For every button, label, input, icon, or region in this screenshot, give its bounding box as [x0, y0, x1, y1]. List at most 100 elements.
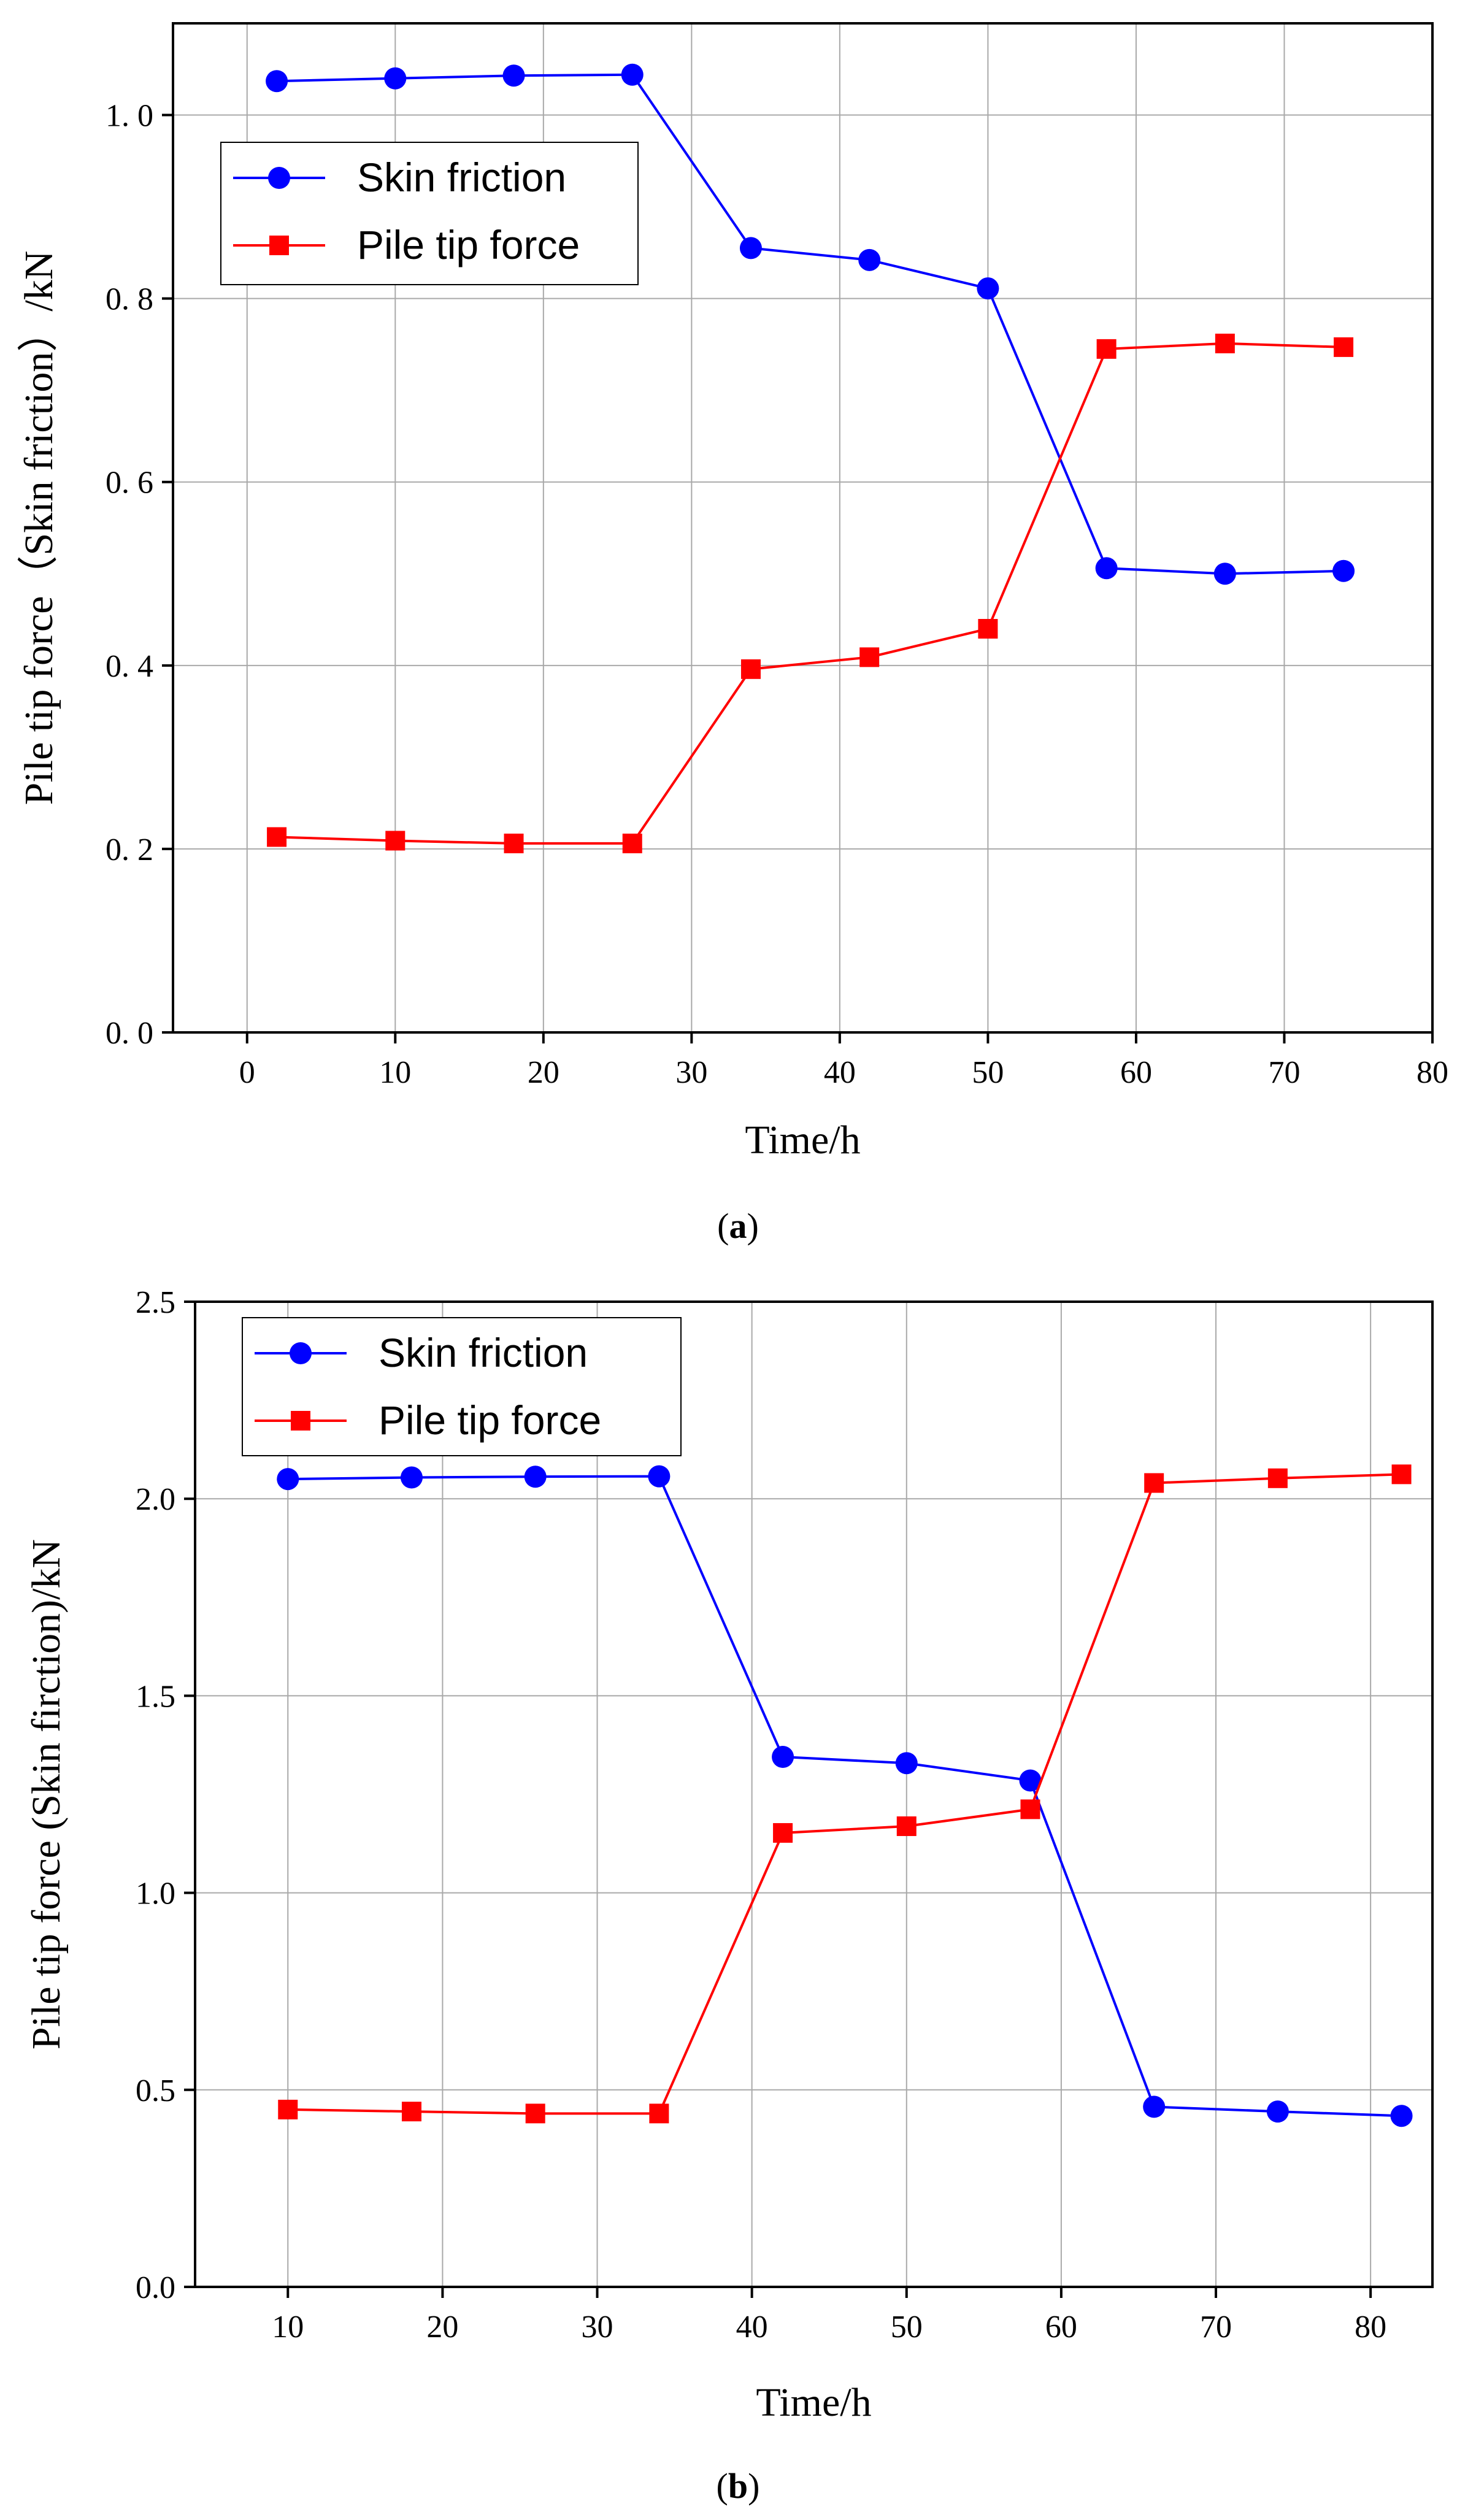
x-tick-label: 60	[1045, 2310, 1077, 2345]
legend-label: Skin friction	[357, 155, 566, 200]
pile-tip-force-point	[401, 2102, 421, 2122]
caption-letter: a	[729, 1206, 747, 1246]
pile-tip-force-point	[1144, 1473, 1164, 1493]
x-tick-label: 20	[528, 1055, 559, 1090]
pile-tip-force-point	[278, 2099, 298, 2119]
skin-friction-point	[524, 1466, 547, 1488]
skin-friction-point	[384, 67, 407, 90]
pile-tip-force-point	[504, 833, 524, 853]
series-line-pile-tip-force	[288, 1473, 1402, 2115]
skin-friction-point	[1143, 2096, 1166, 2118]
pile-tip-force-point	[1267, 1468, 1288, 1488]
skin-friction-point	[858, 248, 881, 271]
skin-friction-point	[400, 1466, 423, 1489]
pile-tip-force-point	[622, 833, 642, 853]
plot-frame	[172, 22, 1434, 1034]
series-line-skin-friction	[277, 73, 1344, 575]
caption-paren-close: )	[747, 1206, 759, 1246]
series-line-pile-tip-force	[277, 342, 1344, 845]
pile-tip-force-point	[859, 647, 880, 667]
y-tick-label: 0.5	[136, 2073, 175, 2108]
legend-box	[242, 1317, 682, 1456]
legend-box	[220, 142, 639, 285]
x-tick-label: 80	[1416, 1055, 1448, 1090]
legend: Skin friction Pile tip force	[242, 1317, 682, 1456]
legend-marker-square	[269, 236, 289, 255]
pile-tip-force-point	[1096, 339, 1117, 359]
y-tick-label: 1.0	[136, 1877, 175, 1911]
skin-friction-point	[1019, 1769, 1042, 1792]
skin-friction-point	[1266, 2100, 1289, 2123]
skin-friction-point	[502, 64, 525, 87]
skin-friction-point	[1095, 557, 1118, 580]
panel-caption: (a)	[717, 1206, 759, 1246]
plot-frame	[194, 1300, 1434, 2288]
chart-panel-b: 10 20 30 40 50 60 70 80 0.0 0.5 1.0 1.5 2.0 2.5 Time/h…	[24, 1285, 1434, 2506]
skin-friction-point	[1332, 559, 1355, 582]
x-axis-title: Time/h	[745, 1118, 860, 1162]
skin-friction-point	[977, 277, 999, 300]
skin-friction-point	[1390, 2105, 1413, 2127]
legend-marker-circle	[268, 167, 290, 189]
skin-friction-point	[266, 70, 288, 93]
skin-friction-point	[739, 237, 762, 259]
x-tick-label: 30	[582, 2310, 613, 2345]
panel-caption: (b)	[717, 2466, 760, 2506]
caption-paren-close: )	[748, 2466, 759, 2506]
y-axis-title: Pile tip force（Skin friction）/kN	[17, 251, 61, 805]
y-tick-label: 0. 8	[106, 282, 153, 317]
y-tick-label: 0. 0	[106, 1016, 153, 1051]
x-tick-label: 80	[1355, 2310, 1386, 2345]
pile-tip-force-point	[1391, 1464, 1412, 1485]
x-tick-label: 30	[675, 1055, 707, 1090]
y-tick-label: 1. 0	[106, 99, 153, 134]
legend: Skin friction Pile tip force	[220, 142, 639, 285]
x-tick-label: 20	[426, 2310, 458, 2345]
x-axis-title: Time/h	[756, 2380, 871, 2425]
pile-tip-force-point	[978, 619, 998, 639]
x-tick-label: 50	[972, 1055, 1004, 1090]
y-tick-label: 0.0	[136, 2270, 175, 2305]
series-line-skin-friction	[288, 1475, 1402, 2118]
skin-friction-point	[277, 1468, 299, 1491]
legend-label: Pile tip force	[379, 1397, 601, 1443]
legend-label: Pile tip force	[357, 222, 580, 267]
x-tick-label: 70	[1268, 1055, 1300, 1090]
pile-tip-force-point	[1215, 333, 1235, 353]
pile-tip-force-point	[896, 1816, 917, 1837]
caption-paren-open: (	[717, 1206, 729, 1246]
caption-letter: b	[728, 2466, 748, 2506]
skin-friction-point	[772, 1745, 794, 1768]
y-tick-label: 1.5	[136, 1679, 175, 1714]
pile-tip-force-point	[267, 827, 287, 847]
skin-friction-point	[895, 1752, 918, 1775]
x-tick-label: 0	[239, 1055, 255, 1090]
chart-panel-a: 0 10 20 30 40 50 60 70 80 0. 0 0. 2 0. 4 0. 6 0. 8 1. …	[17, 22, 1448, 1246]
pile-tip-force-point	[1020, 1799, 1040, 1819]
caption-paren-open: (	[717, 2466, 728, 2506]
pile-tip-force-point	[1334, 337, 1354, 357]
pile-tip-force-point	[525, 2103, 545, 2124]
y-tick-label: 0. 6	[106, 466, 153, 501]
pile-tip-force-point	[773, 1823, 793, 1843]
skin-friction-point	[648, 1465, 671, 1488]
x-tick-label: 40	[824, 1055, 856, 1090]
pile-tip-force-point	[649, 2103, 669, 2124]
pile-tip-force-point	[740, 659, 761, 679]
x-tick-label: 70	[1200, 2310, 1232, 2345]
skin-friction-point	[1213, 563, 1236, 585]
y-axis-title: Pile tip force (Skin firction)/kN	[24, 1539, 69, 2049]
skin-friction-point	[621, 63, 644, 86]
legend-label: Skin friction	[379, 1330, 588, 1375]
legend-marker-square	[291, 1411, 310, 1431]
y-tick-label: 0. 2	[106, 832, 153, 867]
y-tick-label: 2.0	[136, 1482, 175, 1517]
x-tick-label: 40	[736, 2310, 768, 2345]
x-tick-label: 60	[1120, 1055, 1152, 1090]
legend-marker-circle	[290, 1342, 312, 1364]
y-tick-label: 2.5	[136, 1285, 175, 1320]
pile-tip-force-point	[385, 831, 406, 851]
y-tick-label: 0. 4	[106, 649, 153, 684]
x-tick-label: 10	[272, 2310, 304, 2345]
